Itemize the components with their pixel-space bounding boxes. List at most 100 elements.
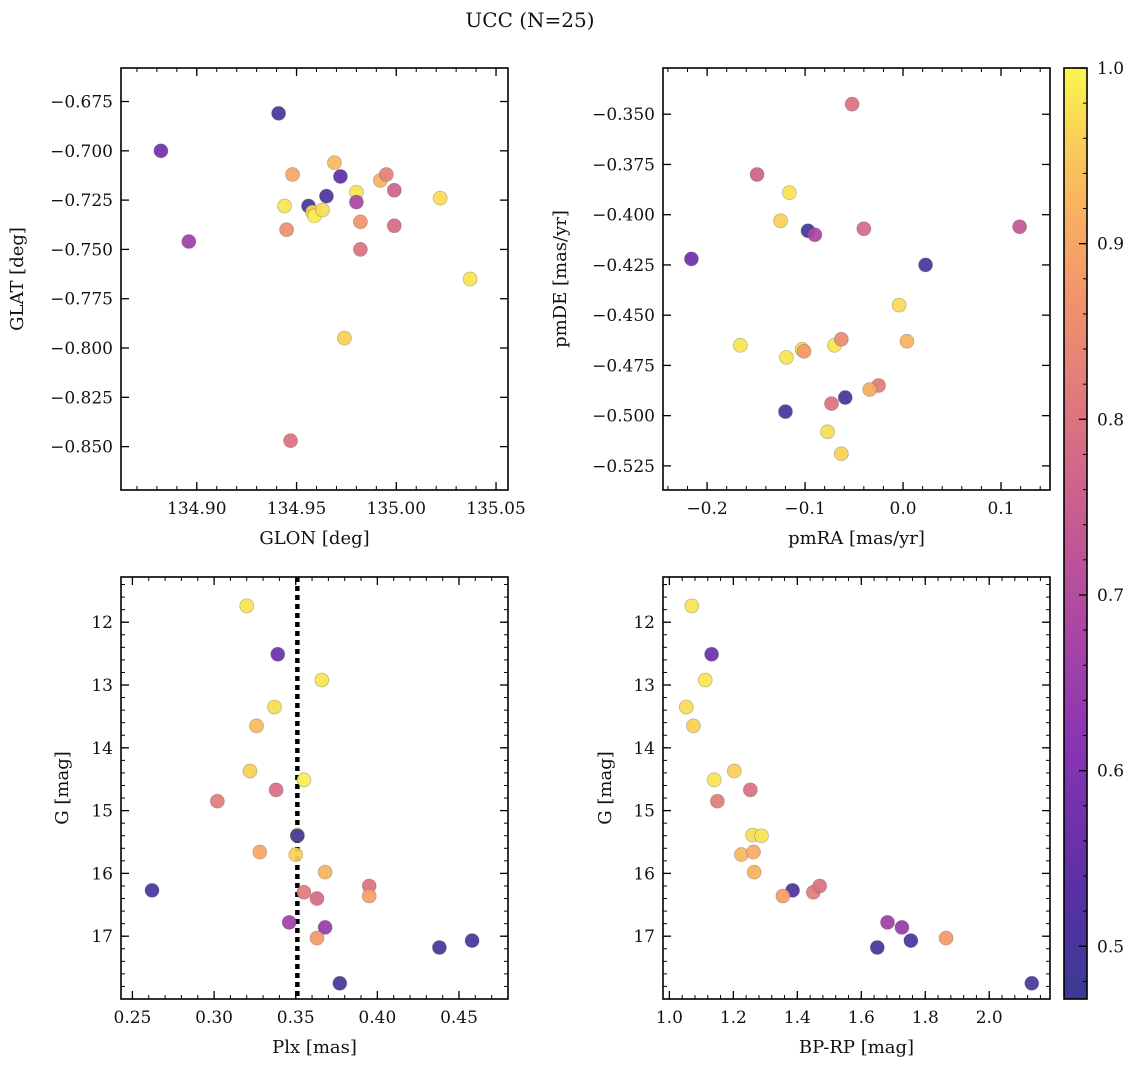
axes-frame — [662, 576, 1051, 1000]
data-point — [824, 396, 839, 411]
data-point — [862, 382, 878, 397]
data-point — [807, 227, 823, 243]
colorbar-tick-label: 1.0 — [1097, 59, 1124, 79]
y-tick-label: −0.750 — [50, 240, 113, 260]
data-point — [319, 188, 334, 204]
data-point — [296, 884, 312, 900]
y-tick-label: 13 — [91, 676, 113, 696]
data-point — [285, 167, 300, 182]
x-tick-label: −0.2 — [686, 499, 727, 519]
data-point — [746, 864, 762, 880]
data-point — [333, 169, 348, 184]
data-point — [903, 933, 919, 948]
data-point — [684, 598, 700, 614]
data-point — [317, 864, 333, 880]
y-tick-label: 13 — [633, 676, 655, 696]
y-tick-label: 17 — [91, 927, 113, 947]
colorbar-tick-label: 0.5 — [1097, 937, 1124, 957]
panel-proper-motion: −0.2 −0.1 0.0 0.1 −0.350 −0.375 −0.400 −0.425 −0… — [550, 67, 1051, 549]
x-tick-label: 0.35 — [277, 1008, 315, 1028]
x-tick-label: 0.1 — [987, 499, 1014, 519]
data-point — [332, 975, 348, 991]
y-axis-label: G [mag] — [52, 751, 73, 824]
data-point — [267, 699, 282, 715]
data-point — [697, 672, 713, 688]
data-point — [144, 882, 160, 898]
data-point — [891, 297, 907, 313]
data-point — [856, 221, 872, 237]
x-tick-label: 134.90 — [167, 499, 226, 519]
data-point — [778, 404, 793, 420]
data-point — [775, 888, 791, 904]
data-point — [749, 167, 765, 182]
x-tick-label: 1.4 — [784, 1008, 811, 1028]
y-tick-label: −0.700 — [50, 142, 113, 162]
y-tick-label: 17 — [633, 927, 655, 947]
y-tick-label: 15 — [91, 802, 113, 822]
x-tick-label: −0.1 — [784, 499, 825, 519]
data-point — [833, 446, 849, 462]
x-tick-label: 0.30 — [195, 1008, 233, 1028]
data-point — [315, 202, 330, 218]
data-point — [709, 793, 725, 809]
y-tick-label: −0.675 — [50, 93, 113, 113]
data-point — [685, 718, 701, 734]
data-point — [938, 930, 954, 946]
data-point — [1024, 975, 1040, 991]
data-point — [742, 782, 758, 798]
y-tick-label: 16 — [91, 864, 113, 884]
y-tick-label: 16 — [633, 864, 655, 884]
colorbar-tick-label: 0.7 — [1097, 586, 1124, 606]
y-tick-label: 12 — [91, 613, 113, 633]
x-axis-label: GLON [deg] — [259, 528, 369, 549]
data-point — [820, 424, 835, 440]
data-point — [918, 257, 933, 273]
data-point — [239, 598, 255, 614]
y-axis-label: G [mag] — [595, 751, 616, 824]
x-tick-label: 1.8 — [912, 1008, 939, 1028]
data-point — [894, 920, 910, 935]
x-tick-label: 0.40 — [358, 1008, 396, 1028]
data-point — [283, 433, 298, 449]
data-point — [277, 198, 292, 214]
x-axis-label: BP-RP [mag] — [799, 1037, 914, 1058]
colorbar-gradient — [1064, 68, 1087, 999]
data-point — [1012, 219, 1028, 235]
data-point — [352, 214, 368, 230]
x-tick-label: 1.2 — [720, 1008, 747, 1028]
colorbar-tick-label: 0.9 — [1097, 235, 1124, 255]
data-point — [337, 330, 352, 346]
data-point — [279, 222, 294, 238]
data-point — [296, 772, 312, 788]
data-point — [309, 930, 325, 946]
x-tick-label: 1.0 — [656, 1008, 683, 1028]
data-point — [432, 190, 448, 206]
data-point — [209, 793, 225, 809]
data-point — [270, 646, 286, 662]
figure-title: UCC (N=25) — [465, 8, 594, 32]
y-tick-label: 14 — [633, 739, 655, 759]
data-point — [684, 251, 699, 267]
colorbar-tick-label: 0.6 — [1097, 762, 1124, 782]
data-point — [289, 828, 305, 844]
y-tick-label: 12 — [633, 613, 655, 633]
data-point — [348, 194, 364, 210]
x-tick-label: 0.25 — [114, 1008, 152, 1028]
panel-cmd: 1.0 1.2 1.4 1.6 1.8 2.0 12 13 14 15 16 17 BP-RP [mag… — [595, 576, 1051, 1058]
y-tick-label: −0.850 — [50, 438, 113, 458]
data-point — [464, 933, 480, 948]
colorbar: 0.5 0.6 0.7 0.8 0.9 1.0 — [1063, 59, 1124, 1000]
x-tick-label: 135.00 — [367, 499, 426, 519]
colorbar-tick-label: 0.8 — [1097, 410, 1124, 430]
x-tick-label: 134.95 — [267, 499, 326, 519]
data-point — [314, 672, 330, 688]
y-tick-label: −0.350 — [592, 105, 655, 125]
data-point — [746, 844, 761, 860]
y-tick-label: 15 — [633, 802, 655, 822]
data-point — [726, 763, 742, 779]
y-axis-label: pmDE [mas/yr] — [550, 210, 571, 348]
data-point — [779, 349, 794, 365]
x-axis-label: Plx [mas] — [272, 1037, 357, 1058]
data-point — [386, 182, 402, 198]
data-point — [309, 891, 325, 906]
